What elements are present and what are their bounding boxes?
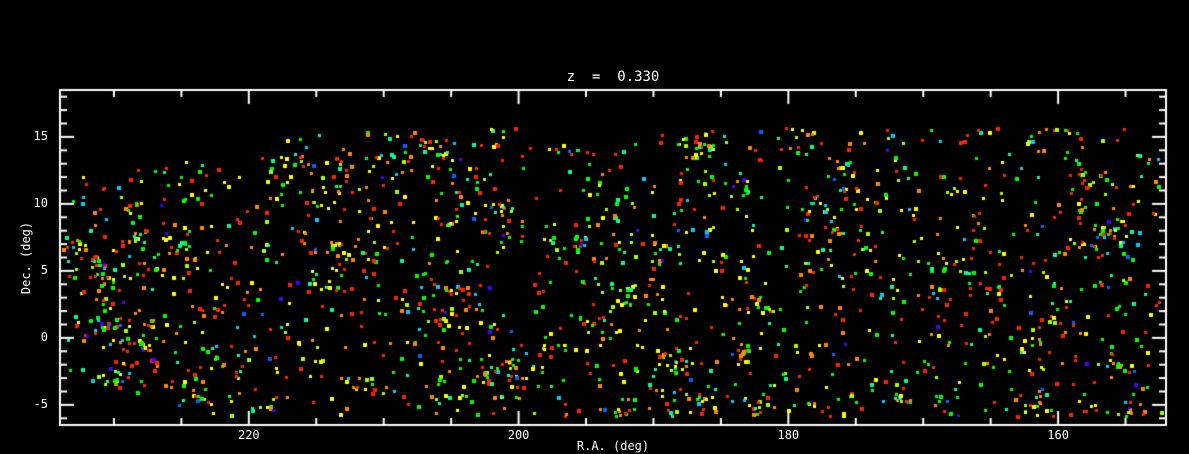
x-axis-label: R.A. (deg) <box>576 439 650 453</box>
y-tick-label: 5 <box>40 262 48 277</box>
y-tick-label: 0 <box>40 329 48 344</box>
x-tick-label: 160 <box>1047 428 1069 442</box>
x-tick-label: 180 <box>777 428 800 442</box>
y-tick-label: 15 <box>33 128 48 143</box>
y-tick-label: -5 <box>33 396 48 411</box>
x-tick-label: 200 <box>507 428 530 442</box>
y-axis-label: Dec. (deg) <box>19 221 33 295</box>
y-tick-label: 10 <box>33 195 48 210</box>
x-tick-label: 220 <box>237 428 260 442</box>
plot-title: z = 0.330 <box>566 69 660 85</box>
